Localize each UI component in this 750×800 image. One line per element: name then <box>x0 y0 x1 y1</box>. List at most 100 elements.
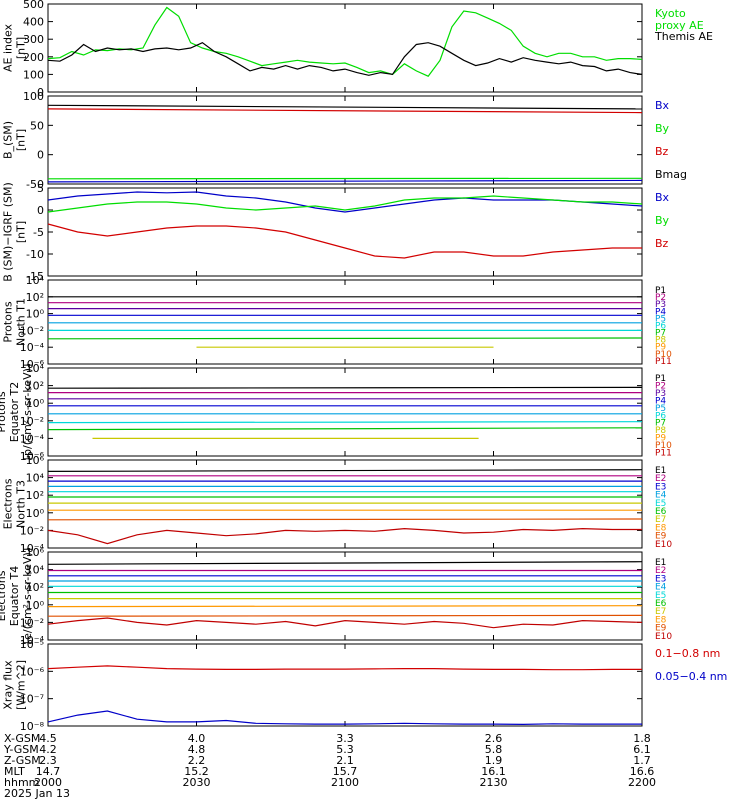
y-tick-label: 200 <box>23 51 44 64</box>
x-axis-value: 4.8 <box>188 743 206 756</box>
panel-frame <box>47 279 643 365</box>
legend-label: E3 <box>655 574 666 584</box>
y-axis-label: ProtonsNorth T1 <box>2 298 28 346</box>
y-tick-label: 10⁻⁴ <box>20 634 45 647</box>
y-tick-label: -50 <box>26 178 44 191</box>
x-axis-row-label: MLT <box>4 765 25 778</box>
legend-label: P3 <box>655 389 666 399</box>
y-tick-label: 10⁻² <box>20 616 44 629</box>
y-tick-label: 10⁶ <box>26 454 45 467</box>
y-tick-label: 100 <box>23 68 44 81</box>
legend-label: E2 <box>655 474 666 484</box>
y-axis-label: B_(SM)[nT] <box>2 121 28 159</box>
panel-frame <box>47 551 643 641</box>
legend-label: P10 <box>655 441 672 451</box>
y-tick-label: 10⁻⁴ <box>20 542 45 555</box>
x-axis-row-label: Z-GSM <box>4 754 41 767</box>
legend-label: Bx <box>655 191 670 204</box>
legend-label: P5 <box>655 314 666 324</box>
legend-label: E10 <box>655 632 672 642</box>
legend-label: Bz <box>655 237 669 250</box>
legend-label: P11 <box>655 449 672 459</box>
y-tick-label: 0 <box>37 149 44 162</box>
panel-4: 10⁻⁶ 10⁻⁴ 10⁻² 10⁰ 10² 10⁴ ProtonsNorth T1 P1P2… <box>2 274 673 371</box>
legend-label: P6 <box>655 321 666 331</box>
series-line <box>47 42 643 76</box>
y-tick-label: 10⁻⁷ <box>20 693 44 706</box>
series-line <box>47 710 642 726</box>
y-tick-label: 10⁻² <box>20 415 44 428</box>
y-axis-label: ProtonsEquator T2[p/(cm²-s-sr-keV)] <box>0 364 34 461</box>
panel-3: -15 -10 -5 0 5 B (SM)−IGRF (SM)[nT] Bx By Bz <box>2 182 670 283</box>
series-line <box>47 421 643 424</box>
y-tick-label: 10⁻² <box>20 324 44 337</box>
y-tick-label: 400 <box>23 16 44 29</box>
x-axis-value: 2200 <box>628 776 656 789</box>
legend-label: P2 <box>655 293 666 303</box>
y-tick-label: 5 <box>37 182 44 195</box>
y-tick-label: 10⁻⁸ <box>20 720 45 733</box>
y-axis-label: ElectronsNorth T3 <box>2 478 28 529</box>
y-tick-label: 50 <box>30 119 44 132</box>
series-line <box>47 195 643 213</box>
y-tick-label: 10⁻⁵ <box>20 638 44 651</box>
legend-label: By <box>655 122 670 135</box>
y-tick-label: 10² <box>26 380 44 393</box>
x-axis-value: 14.7 <box>36 765 61 778</box>
legend-label: E4 <box>655 491 667 501</box>
legend-label: P2 <box>655 381 666 391</box>
y-tick-label: 10⁻⁴ <box>20 432 45 445</box>
legend-label: P7 <box>655 329 666 339</box>
legend-label: E9 <box>655 532 667 542</box>
series-line <box>47 177 643 180</box>
legend-label: E5 <box>655 499 666 509</box>
y-axis-label: ElectronsEquator T4[e/(cm²-s-sr-keV)] <box>0 548 34 644</box>
legend-label: By <box>655 214 670 227</box>
series-line <box>47 469 643 472</box>
y-tick-label: 0 <box>37 86 44 99</box>
x-axis-value: 1.9 <box>485 754 503 767</box>
y-axis-label: AE index[nT] <box>2 23 28 72</box>
series-line <box>47 665 642 671</box>
legend-label: E5 <box>655 591 666 601</box>
x-axis-value: 16.6 <box>630 765 655 778</box>
legend-label: P9 <box>655 343 666 353</box>
x-axis-row-label: hhmm <box>4 776 39 789</box>
legend-label: E8 <box>655 615 667 625</box>
legend-label: Kyoto proxy AE <box>655 7 704 32</box>
y-tick-label: 10⁴ <box>26 362 45 375</box>
series-line <box>47 518 643 521</box>
x-axis-value: 6.1 <box>633 743 651 756</box>
series-line <box>47 527 642 545</box>
x-axis-row-label: Y-GSM <box>3 743 39 756</box>
y-tick-label: 10⁰ <box>26 507 45 520</box>
y-tick-label: 10⁴ <box>26 472 45 485</box>
legend-label: E3 <box>655 482 666 492</box>
legend-label: E6 <box>655 599 667 609</box>
x-axis-value: 2.6 <box>485 732 503 745</box>
legend-label: Bz <box>655 145 669 158</box>
y-tick-label: 100 <box>23 90 44 103</box>
legend-label: P6 <box>655 411 666 421</box>
legend-label: Bx <box>655 99 670 112</box>
legend-label: P1 <box>655 286 666 296</box>
legend-label: P5 <box>655 404 666 414</box>
x-axis-value: 2000 <box>34 776 62 789</box>
series-line <box>47 6 643 77</box>
legend-label: E10 <box>655 540 672 550</box>
y-tick-label: 10⁰ <box>26 308 45 321</box>
y-tick-label: 10⁰ <box>26 397 45 410</box>
x-axis-value: 2.1 <box>336 754 354 767</box>
series-line <box>47 386 643 389</box>
legend-label: P4 <box>655 307 666 317</box>
y-tick-label: -5 <box>33 226 44 239</box>
x-axis-value: 3.3 <box>336 732 354 745</box>
x-axis-value: 4.5 <box>39 732 57 745</box>
panel-1: 0 100 200 300 400 500 AE index[nT] Kyoto proxy A… <box>2 0 713 99</box>
panel-frame <box>47 643 643 727</box>
legend-label: E1 <box>655 466 666 476</box>
x-axis-value: 2.2 <box>188 754 206 767</box>
